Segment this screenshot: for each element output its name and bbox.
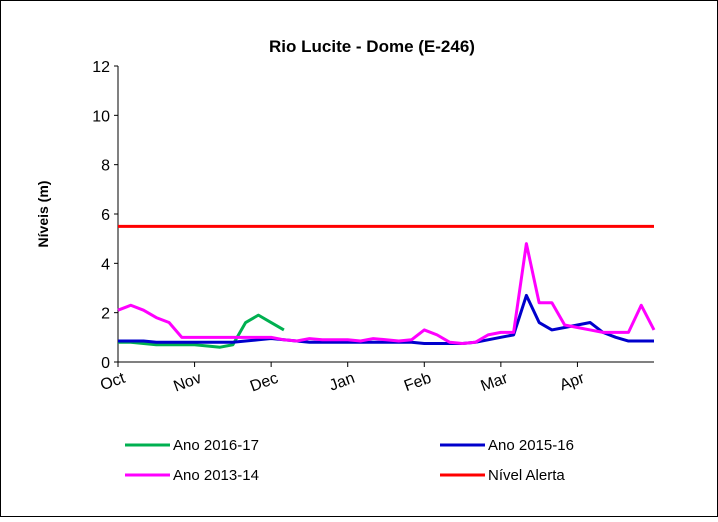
y-tick-label: 12: [92, 59, 110, 76]
y-axis-title: Níveis (m): [35, 181, 51, 248]
y-tick-label: 6: [101, 207, 110, 224]
y-tick-label: 4: [101, 256, 110, 273]
legend-label: Nível Alerta: [488, 467, 565, 484]
y-tick-label: 8: [101, 158, 110, 175]
y-tick-label: 0: [101, 355, 110, 372]
y-tick-label: 2: [101, 306, 110, 323]
chart-title: Rio Lucite - Dome (E-246): [269, 37, 475, 56]
series-line: [117, 242, 656, 345]
series-line: [118, 313, 285, 349]
legend-label: Ano 2015-16: [488, 437, 574, 454]
y-tick-label: 10: [92, 108, 110, 125]
series-line: [118, 293, 654, 345]
legend-label: Ano 2013-14: [173, 467, 259, 484]
legend-label: Ano 2016-17: [173, 437, 259, 454]
